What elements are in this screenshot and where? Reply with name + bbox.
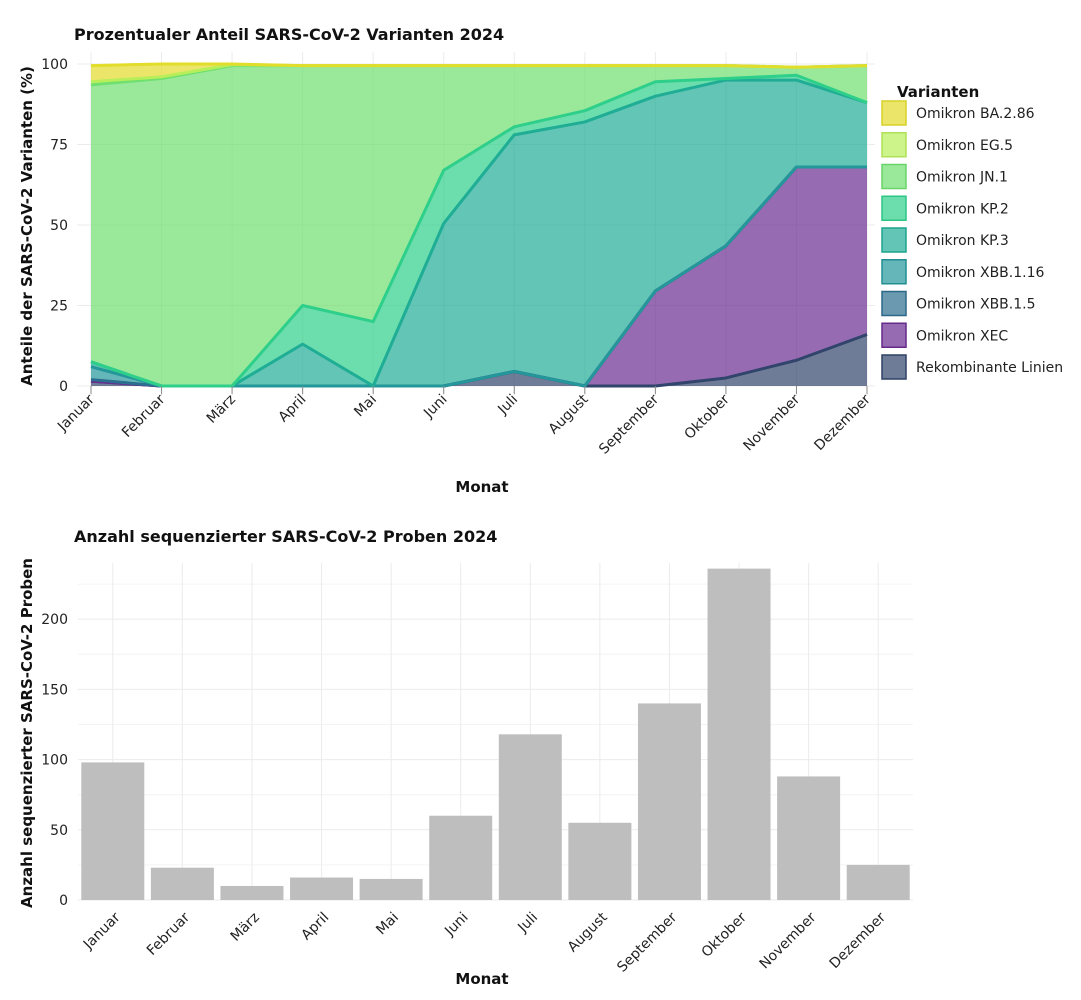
bar-januar [81,762,145,900]
area-x-tick-label: November [740,391,803,454]
bar-x-tick-label: November [757,909,820,972]
legend-swatch-omikron-jn-1 [881,163,907,190]
legend-swatch-omikron-ba-2-86 [881,100,907,126]
area-chart-ylabel: Anteile der SARS-CoV-2 Varianten (%) [18,66,36,386]
bar-juni [429,815,493,900]
line-omikron-ba-2-86 [90,62,868,69]
area-omikron-ba-2-86 [91,64,867,82]
bar-chart-xlabel: Monat [455,970,508,988]
area-x-tick-label: April [276,392,310,426]
area-x-tick-label: September [596,391,662,457]
legend-label-omikron-kp-3: Omikron KP.3 [916,233,1009,249]
area-y-tick-label: 75 [50,138,68,154]
area-chart-xlabel: Monat [455,478,508,496]
bar-juli [498,734,562,900]
area-x-tick-label: Mai [351,392,380,421]
bar-x-tick-label: März [228,910,263,945]
bar-september [637,703,701,900]
area-x-tick-label: Januar [54,391,98,435]
bar-x-tick-label: September [614,909,680,975]
bar-chart-x-ticks: Januar Februar März April Mai Juni Juli August S… [80,909,889,975]
bar-chart-title: Anzahl sequenzierter SARS-CoV-2 Proben 2… [74,527,497,546]
bar-chart-ylabel: Anzahl sequenzierter SARS-CoV-2 Proben [18,558,36,908]
legend-label-rekombinante-linien: Rekombinante Linien [916,360,1063,376]
area-x-tick-label: Dezember [811,391,874,454]
legend-swatch-omikron-xbb-1-5 [881,290,907,317]
legend-title: Varianten [897,83,979,101]
area-omikron-jn-1 [91,65,867,387]
area-rekombinante-linien [91,334,867,386]
bar-x-tick-label: Januar [80,909,124,953]
bar-y-tick-label: 0 [59,893,68,909]
area-x-tick-label: März [204,392,239,427]
bar-mai [359,878,423,900]
bar-februar [150,867,214,900]
area-x-tick-label: Februar [119,391,168,440]
bar-x-tick-label: Februar [144,909,193,958]
legend-swatch-omikron-eg-5 [881,132,907,158]
legend-swatch-omikron-xbb-1-16 [881,259,907,285]
bar-x-tick-label: Mai [373,910,402,939]
area-y-tick-label: 25 [50,299,68,315]
bar-dezember [846,864,910,900]
legend-label-omikron-kp-2: Omikron KP.2 [916,201,1009,217]
legend-label-omikron-xec: Omikron XEC [916,328,1008,344]
area-x-tick-label: Juni [420,392,450,422]
bar-x-tick-label: Dezember [827,909,890,972]
area-chart-title: Prozentualer Anteil SARS-CoV-2 Varianten… [74,25,504,44]
area-omikron-xec [91,167,867,386]
bar-x-tick-label: April [298,910,332,944]
legend-swatch-omikron-kp-2 [881,195,907,221]
bar-m-rz [220,885,284,900]
area-y-tick-label: 50 [50,218,68,234]
legend-swatch-omikron-kp-3 [881,227,907,253]
bar-x-tick-label: August [565,909,611,955]
bar-chart-bars [81,568,910,900]
legend-label-omikron-ba-2-86: Omikron BA.2.86 [916,106,1035,122]
bar-y-tick-label: 150 [41,682,68,698]
bar-chart-y-ticks: 0 50 100 150 200 [41,612,68,909]
legend-label-omikron-xbb-1-16: Omikron XBB.1.16 [916,265,1045,281]
area-chart-x-ticks: Januar Februar März April Mai Juni Juli August S… [54,386,874,458]
area-chart-layers [90,62,868,388]
legend-label-omikron-xbb-1-5: Omikron XBB.1.5 [916,297,1036,313]
legend: Omikron BA.2.86 Omikron EG.5 Omikron JN.1 O… [881,100,1063,380]
area-omikron-kp-3 [91,80,867,386]
bar-y-tick-label: 200 [41,612,68,628]
bar-november [777,776,841,900]
area-x-tick-label: August [546,391,592,437]
bar-august [568,822,632,900]
bar-oktober [707,568,771,900]
area-x-tick-label: Oktober [682,391,733,442]
bar-x-tick-label: Oktober [699,909,750,960]
legend-swatch-rekombinante-linien [881,354,907,380]
line-omikron-kp-2 [90,73,868,388]
area-y-tick-label: 100 [41,57,68,73]
legend-swatch-omikron-xec [881,322,907,348]
area-chart-y-ticks: 0 25 50 75 100 [41,57,68,395]
area-x-tick-label: Juli [494,392,521,419]
legend-label-omikron-eg-5: Omikron EG.5 [916,138,1013,154]
bar-x-tick-label: Juni [441,910,471,940]
legend-label-omikron-jn-1: Omikron JN.1 [916,170,1008,186]
bar-y-tick-label: 100 [41,753,68,769]
area-y-tick-label: 0 [59,379,68,395]
bar-april [290,877,354,900]
bar-x-tick-label: Juli [514,910,541,937]
bar-y-tick-label: 50 [50,823,68,839]
